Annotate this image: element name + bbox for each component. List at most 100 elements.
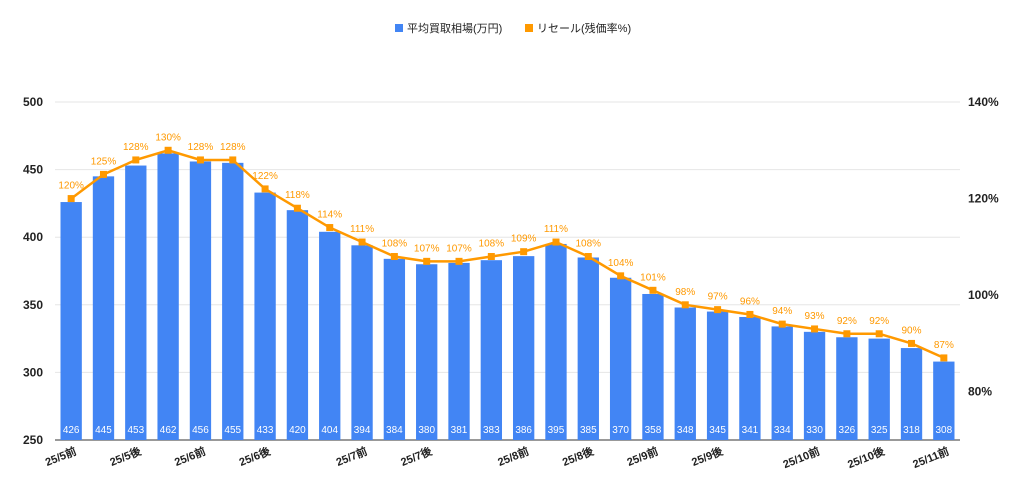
line-series: 120% 125% 128% 130% 128% 128% 122% 118% 114% 111%… bbox=[58, 132, 954, 362]
right-axis-tick-label: 140% bbox=[968, 95, 999, 109]
bar-value-label: 380 bbox=[418, 425, 435, 436]
line-point bbox=[811, 325, 819, 333]
bar-value-label: 404 bbox=[321, 425, 338, 436]
line-point bbox=[714, 306, 722, 314]
bar bbox=[577, 257, 599, 440]
bar-value-label: 330 bbox=[806, 425, 823, 436]
bar bbox=[706, 311, 729, 440]
line-value-label: 97% bbox=[708, 292, 728, 303]
line-value-label: 98% bbox=[675, 287, 695, 298]
right-axis-tick-label: 80% bbox=[968, 385, 992, 399]
bar-value-label: 348 bbox=[677, 425, 694, 436]
line-value-label: 107% bbox=[414, 243, 440, 254]
line-value-label: 92% bbox=[837, 316, 857, 327]
bar bbox=[286, 210, 309, 440]
x-axis-tick-label: 25/9後 bbox=[689, 443, 725, 468]
bar bbox=[480, 260, 503, 440]
bar bbox=[383, 258, 406, 440]
legend-label-bar: 平均買取相場(万円) bbox=[407, 22, 502, 35]
bar bbox=[125, 165, 147, 440]
x-axis-tick-label: 25/6前 bbox=[172, 444, 207, 469]
bar-value-label: 345 bbox=[709, 425, 726, 436]
bar-value-label: 341 bbox=[742, 425, 759, 436]
bar-value-label: 383 bbox=[483, 425, 500, 436]
line-value-label: 118% bbox=[285, 190, 310, 201]
bar-value-label: 325 bbox=[871, 425, 888, 436]
line-point bbox=[326, 224, 334, 232]
line-point bbox=[552, 238, 560, 246]
bar-value-label: 326 bbox=[839, 425, 856, 436]
line-value-label: 122% bbox=[252, 171, 278, 182]
bar bbox=[416, 264, 438, 440]
left-axis-tick-label: 250 bbox=[23, 433, 43, 447]
right-axis-tick-label: 100% bbox=[968, 288, 999, 302]
axes: 250 300 350 400 450 500 80% 100% 120% 140% 25/5前 25… bbox=[23, 95, 999, 471]
line-value-label: 109% bbox=[511, 234, 537, 245]
line-value-label: 108% bbox=[479, 239, 505, 250]
x-axis-tick-label: 25/10前 bbox=[781, 444, 822, 471]
bar bbox=[512, 256, 535, 440]
bar-value-label: 433 bbox=[257, 425, 274, 436]
bar bbox=[836, 337, 858, 440]
bar-value-label: 385 bbox=[580, 425, 597, 436]
line-point bbox=[196, 156, 204, 164]
legend-label-line: リセール(残価率%) bbox=[537, 21, 631, 35]
bar bbox=[92, 176, 115, 441]
bar bbox=[900, 348, 923, 440]
x-axis-tick-label: 25/5前 bbox=[43, 444, 78, 469]
line-value-label: 104% bbox=[608, 258, 634, 269]
bar bbox=[674, 307, 696, 440]
x-axis-tick-label: 25/7前 bbox=[334, 444, 369, 469]
line-value-label: 94% bbox=[772, 306, 792, 317]
line-point bbox=[520, 248, 528, 256]
x-axis-tick-label: 25/8前 bbox=[495, 444, 530, 469]
line-point bbox=[229, 156, 237, 164]
bar bbox=[868, 338, 890, 440]
bar-value-label: 426 bbox=[63, 425, 80, 436]
bar bbox=[351, 245, 373, 440]
line-point bbox=[390, 253, 398, 261]
line-value-label: 90% bbox=[902, 325, 922, 336]
bar bbox=[771, 326, 793, 440]
line-value-label: 108% bbox=[576, 239, 602, 250]
bar-value-label: 370 bbox=[612, 425, 629, 436]
bar-value-label: 386 bbox=[515, 425, 532, 436]
left-axis-tick-label: 500 bbox=[23, 95, 43, 109]
bar bbox=[642, 293, 664, 440]
line-point bbox=[875, 330, 883, 338]
line-point bbox=[843, 330, 851, 338]
bar bbox=[157, 153, 179, 440]
bar bbox=[189, 161, 212, 440]
x-axis-tick-label: 25/6後 bbox=[237, 443, 273, 468]
line-value-label: 130% bbox=[155, 132, 181, 143]
line-value-label: 87% bbox=[934, 340, 954, 351]
line-value-label: 128% bbox=[188, 142, 214, 153]
line-value-label: 114% bbox=[317, 210, 342, 221]
x-axis-tick-label: 25/7後 bbox=[399, 443, 435, 468]
x-axis-tick-label: 25/10後 bbox=[845, 443, 887, 471]
bar-value-label: 453 bbox=[127, 425, 144, 436]
line-value-label: 120% bbox=[58, 181, 84, 192]
line-point bbox=[617, 272, 625, 280]
bar-value-label: 358 bbox=[645, 425, 662, 436]
line-point bbox=[746, 310, 754, 318]
x-axis-tick-label: 25/11前 bbox=[911, 444, 951, 471]
line-point bbox=[423, 257, 431, 265]
bar-value-label: 318 bbox=[903, 425, 920, 436]
line-value-label: 111% bbox=[544, 224, 568, 235]
line-point bbox=[487, 253, 495, 261]
line-point bbox=[681, 301, 689, 309]
line-value-label: 96% bbox=[740, 296, 760, 307]
bar bbox=[222, 162, 244, 440]
right-axis-tick-label: 120% bbox=[968, 192, 999, 206]
bar-value-label: 420 bbox=[289, 425, 306, 436]
bar bbox=[545, 243, 567, 440]
line-value-label: 128% bbox=[123, 142, 149, 153]
line-point bbox=[908, 339, 916, 347]
legend-swatch-bar bbox=[395, 24, 403, 32]
line-point bbox=[261, 185, 269, 193]
bar bbox=[609, 277, 632, 440]
left-axis-tick-label: 450 bbox=[23, 163, 43, 177]
bar-value-label: 308 bbox=[935, 425, 952, 436]
line-point bbox=[132, 156, 140, 164]
